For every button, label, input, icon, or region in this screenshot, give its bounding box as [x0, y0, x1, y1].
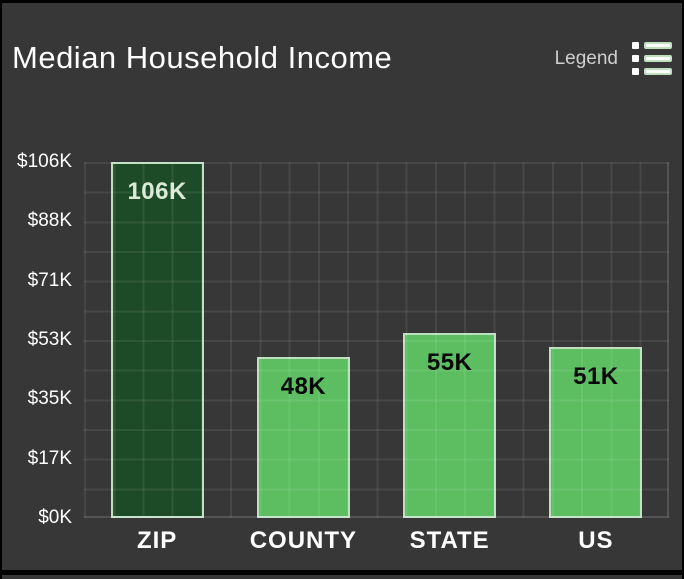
x-axis-label-county: COUNTY — [249, 527, 358, 554]
bars-layer: 106K 48K 55K 51K — [84, 162, 669, 518]
y-tick-label: $35K — [27, 388, 72, 410]
y-tick-label: $17K — [27, 447, 72, 469]
legend-button[interactable]: Legend — [555, 42, 672, 75]
list-icon — [632, 42, 672, 75]
bar-column-us: 51K — [523, 162, 669, 518]
plot-area: 106K 48K 55K 51K — [84, 162, 669, 518]
bar-zip: 106K — [110, 162, 204, 518]
bar-value-label: 106K — [127, 178, 187, 205]
bar-column-state: 55K — [377, 162, 523, 518]
page-title: Median Household Income — [12, 40, 393, 75]
frame-border-left — [0, 0, 2, 579]
bar-county: 48K — [256, 356, 350, 518]
bar-column-zip: 106K — [84, 162, 230, 518]
bar-value-label: 51K — [573, 362, 619, 390]
x-axis: ZIP COUNTY STATE US — [84, 527, 669, 555]
y-tick-label: $53K — [27, 329, 72, 350]
frame-border-right — [682, 0, 684, 579]
frame-border-bottom — [0, 570, 684, 575]
x-axis-label-us: US — [578, 527, 614, 554]
bar-state: 55K — [403, 333, 497, 518]
y-axis: $0K $17K $35K $53K $71K $88K $106K — [0, 0, 78, 579]
bar-us: 51K — [549, 346, 643, 518]
y-tick-label: $106K — [17, 151, 72, 172]
y-tick-label: $0K — [38, 507, 72, 528]
x-axis-label-state: STATE — [409, 527, 490, 554]
frame-border-top — [0, 0, 684, 3]
y-tick-label: $71K — [27, 269, 72, 291]
bar-column-county: 48K — [230, 162, 376, 518]
x-axis-label-zip: ZIP — [136, 527, 178, 554]
bar-value-label: 48K — [280, 372, 327, 400]
bar-value-label: 55K — [426, 349, 473, 377]
y-tick-label: $88K — [27, 210, 72, 232]
legend-button-label: Legend — [554, 47, 618, 69]
